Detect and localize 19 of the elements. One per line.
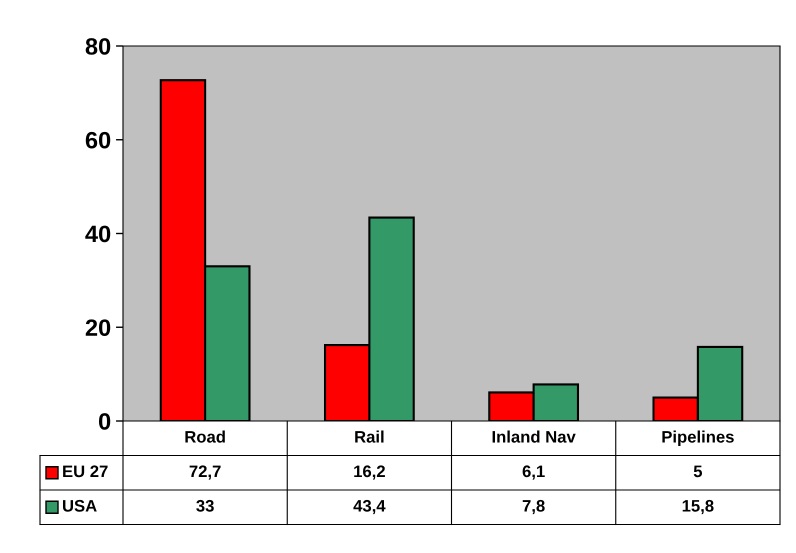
x-tick-label: Rail [355, 430, 384, 443]
x-tick-label: Inland Nav [492, 430, 576, 443]
legend-label: USA [63, 500, 97, 512]
data-label: 43,4 [353, 500, 386, 514]
data-label: 16,2 [354, 465, 385, 480]
data-label: 6,1 [522, 465, 545, 480]
x-tick-label: Road [185, 430, 225, 443]
data-label: 7,8 [522, 500, 545, 514]
legend-label: EU 27 [63, 465, 108, 478]
data-label: 5 [694, 466, 702, 478]
y-tick-label: 60 [86, 132, 110, 149]
data-label: 72,7 [190, 465, 221, 480]
y-tick-label: 0 [99, 413, 110, 430]
x-tick-label: Pipelines [662, 430, 734, 446]
y-tick-label: 80 [86, 38, 110, 55]
data-label: 15,8 [682, 500, 714, 514]
y-tick-label: 20 [86, 319, 110, 336]
data-label: 33 [196, 500, 214, 512]
y-tick-label: 40 [85, 226, 110, 242]
